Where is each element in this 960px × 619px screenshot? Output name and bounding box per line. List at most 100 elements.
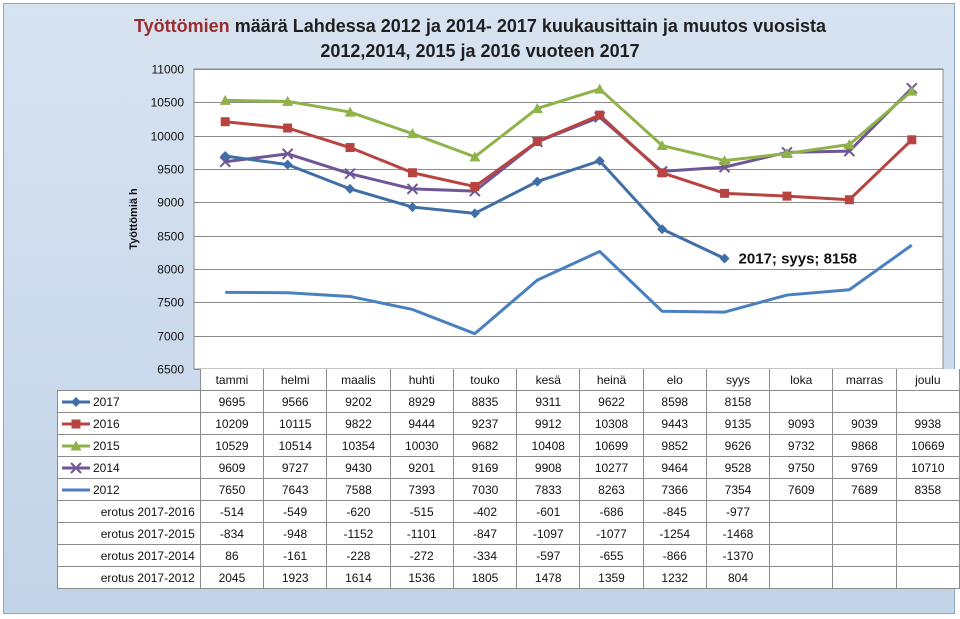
table-cell: 10699	[579, 434, 644, 457]
y-tick-label: 11000	[152, 63, 185, 77]
table-row: erotus 2017-2014 86 -161 -228 -272 -334 -597 -6…	[57, 544, 960, 567]
category-label: joulu	[895, 369, 960, 391]
table-cell: 10669	[895, 434, 960, 457]
data-point	[657, 224, 668, 235]
data-label-annotation: 2017; syys; 8158	[739, 250, 857, 267]
table-cell: -272	[389, 544, 454, 567]
table-cell: -334	[452, 544, 518, 567]
table-cell: 7609	[769, 478, 834, 501]
data-point	[720, 188, 730, 198]
table-cell: 8263	[579, 478, 644, 501]
y-tick-label: 8000	[157, 263, 184, 277]
table-row: erotus 2017-2015 -834 -948 -1152 -1101 -847 -1…	[57, 522, 960, 545]
table-cell: 7030	[452, 478, 518, 501]
table-cell	[832, 522, 897, 545]
table-cell: 7689	[832, 478, 897, 501]
table-cell: 9135	[705, 412, 771, 435]
table-cell: 7588	[326, 478, 391, 501]
table-cell: -1370	[705, 544, 771, 567]
data-point	[345, 183, 356, 194]
table-cell: 86	[199, 544, 265, 567]
table-cell: 9908	[516, 456, 581, 479]
table-cell: -1152	[326, 522, 391, 545]
table-cell: 8598	[642, 390, 707, 413]
table-cell: 1614	[326, 566, 391, 589]
table-cell: -977	[705, 500, 771, 523]
table-cell: 9237	[452, 412, 518, 435]
table-cell: 9852	[642, 434, 707, 457]
table-cell: 10514	[263, 434, 328, 457]
table-cell: 8835	[452, 390, 518, 413]
data-point	[407, 202, 418, 213]
table-row: 2015 10529 10514 10354 10030 9682 10408 10699 98…	[57, 434, 960, 457]
table-cell	[832, 390, 897, 413]
y-tick-label: 7500	[157, 296, 184, 310]
data-point	[406, 128, 418, 139]
table-cell: 10115	[263, 412, 328, 435]
category-label: tammi	[199, 369, 265, 391]
data-table: tammi helmi maalis huhti touko kesä heinä elo sy…	[57, 369, 960, 589]
table-cell: 1536	[389, 566, 454, 589]
table-cell	[769, 390, 834, 413]
table-cell: 9868	[832, 434, 897, 457]
table-row: 2017 9695 9566 9202 8929 8835 9311 9622 8598 8158	[57, 390, 960, 413]
table-cell	[895, 522, 960, 545]
data-point	[344, 106, 356, 117]
category-label: heinä	[579, 369, 644, 391]
data-point	[781, 148, 793, 159]
data-point	[907, 135, 917, 145]
title-line2: 2012,2014, 2015 ja 2016 vuoteen 2017	[320, 41, 640, 61]
category-label: kesä	[516, 369, 581, 391]
diff-row-label: erotus 2017-2016	[57, 500, 201, 523]
category-label: elo	[642, 369, 707, 391]
y-tick-label: 9500	[157, 163, 184, 177]
table-cell: 1923	[263, 566, 328, 589]
table-cell: 1359	[579, 566, 644, 589]
data-point	[844, 195, 854, 205]
table-cell: 10308	[579, 412, 644, 435]
data-point	[406, 183, 419, 195]
table-cell: 9202	[326, 390, 391, 413]
data-point	[70, 440, 82, 451]
table-cell: -161	[263, 544, 328, 567]
table-cell: -1468	[705, 522, 771, 545]
data-point	[469, 208, 480, 219]
data-point	[70, 462, 82, 475]
data-point	[407, 168, 417, 178]
table-cell: 9727	[263, 456, 328, 479]
legend-key-2015	[62, 440, 90, 451]
data-point-stroke	[344, 167, 356, 180]
y-tick-label: 6500	[157, 363, 184, 377]
table-corner	[58, 369, 201, 391]
table-header-row: tammi helmi maalis huhti touko kesä heinä elo sy…	[58, 369, 960, 391]
table-cell: -847	[452, 522, 518, 545]
data-point	[594, 155, 605, 166]
table-cell	[832, 566, 897, 589]
data-point	[595, 110, 605, 120]
data-point	[657, 168, 667, 178]
y-tick-label: 8500	[157, 230, 184, 244]
data-point	[283, 123, 293, 133]
series-line-2015	[225, 87, 913, 163]
table-cell: 9750	[769, 456, 834, 479]
table-cell: -1077	[579, 522, 644, 545]
data-point-stroke	[281, 148, 294, 160]
table-cell: -549	[263, 500, 328, 523]
table-cell	[832, 544, 897, 567]
legend-entry: 2012	[57, 478, 201, 501]
data-point-stroke	[219, 156, 231, 168]
y-tick-label: 7000	[157, 330, 184, 344]
category-label: marras	[832, 369, 897, 391]
table-cell	[769, 566, 834, 589]
table-cell	[895, 500, 960, 523]
category-label: syys	[705, 369, 771, 391]
series-line-2016	[225, 113, 913, 202]
table-cell: 1232	[642, 566, 707, 589]
table-cell: -1097	[516, 522, 581, 545]
category-label: maalis	[326, 369, 391, 391]
data-point	[220, 151, 231, 161]
y-tick-label: 10000	[151, 130, 185, 144]
table-cell: -948	[263, 522, 328, 545]
table-cell: 9039	[832, 412, 897, 435]
table-cell: 9169	[452, 456, 518, 479]
